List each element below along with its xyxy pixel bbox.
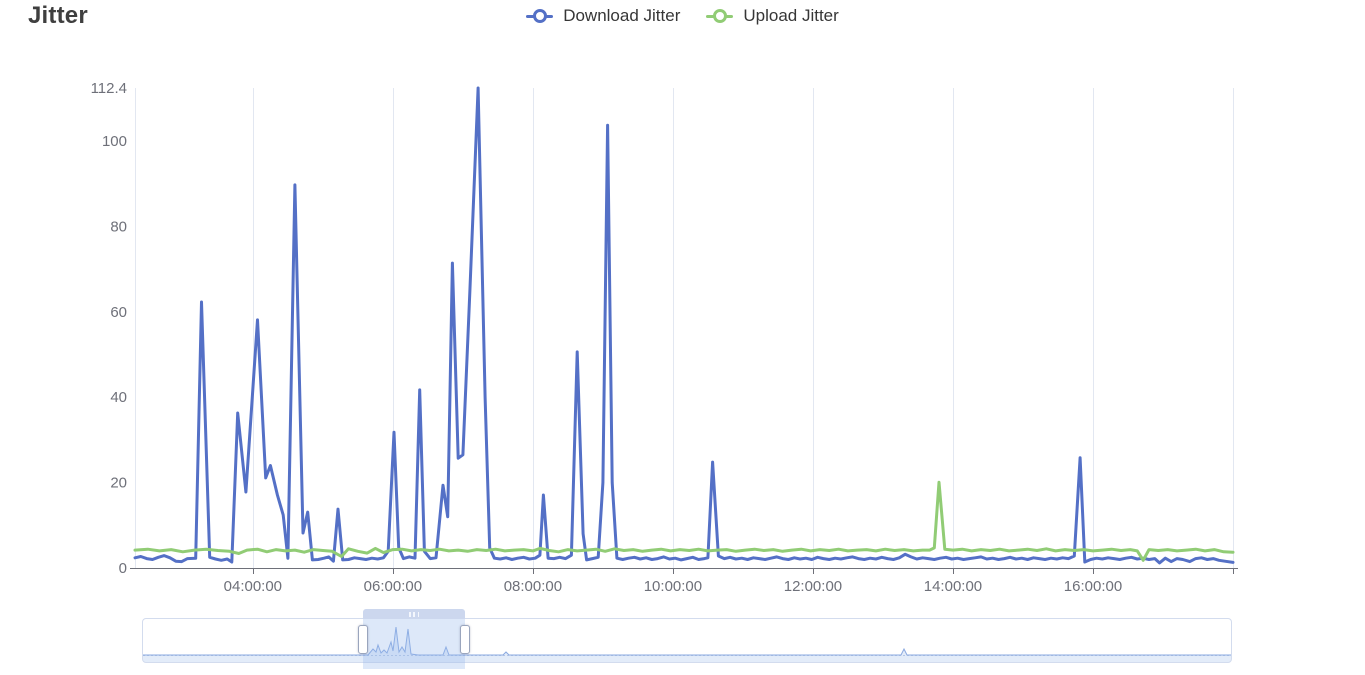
datazoom-window[interactable]: [358, 609, 470, 669]
y-tick-label: 40: [110, 389, 127, 406]
datazoom-selected-region[interactable]: [363, 619, 465, 669]
y-tick-label: 60: [110, 304, 127, 321]
x-tick-label: 08:00:00: [504, 578, 562, 595]
legend-item-upload-jitter[interactable]: Upload Jitter: [706, 6, 839, 26]
x-tick-label: 10:00:00: [644, 578, 702, 595]
legend-item-download-jitter[interactable]: Download Jitter: [526, 6, 680, 26]
download-line-marker-icon: [526, 9, 554, 23]
legend-ring: [712, 9, 727, 23]
datazoom-data-shadow: [143, 626, 1231, 662]
legend-label-upload: Upload Jitter: [743, 6, 839, 25]
y-tick-label: 112.4: [91, 80, 127, 97]
datazoom-left-handle[interactable]: [358, 625, 368, 654]
page-title: Jitter: [28, 2, 88, 29]
y-tick-label: 20: [110, 475, 127, 492]
x-tick-label: 16:00:00: [1064, 578, 1122, 595]
drag-grip-icon: [407, 612, 421, 617]
datazoom-track[interactable]: [142, 618, 1232, 663]
x-axis: 04:00:00 06:00:00 08:00:00 10:00:00 12:00:00…: [130, 568, 1238, 595]
datazoom-move-handle[interactable]: [363, 609, 465, 619]
download-jitter-line: [133, 86, 1235, 565]
y-tick-label: 100: [102, 133, 127, 150]
legend-label-download: Download Jitter: [563, 6, 681, 25]
legend-ring: [532, 9, 547, 23]
upload-jitter-line: [133, 480, 1235, 562]
upload-line-marker-icon: [706, 9, 734, 23]
x-tick-label: 12:00:00: [784, 578, 842, 595]
gridlines: [135, 88, 1234, 568]
y-axis: 0 20 40 60 80 100 112.4: [91, 80, 127, 577]
y-tick-label: 0: [119, 560, 127, 577]
y-tick-label: 80: [110, 218, 127, 235]
x-tick-label: 04:00:00: [224, 578, 282, 595]
x-tick-label: 14:00:00: [924, 578, 982, 595]
datazoom-right-handle[interactable]: [460, 625, 470, 654]
legend: Download Jitter Upload Jitter: [0, 6, 1365, 26]
x-tick-label: 06:00:00: [364, 578, 422, 595]
